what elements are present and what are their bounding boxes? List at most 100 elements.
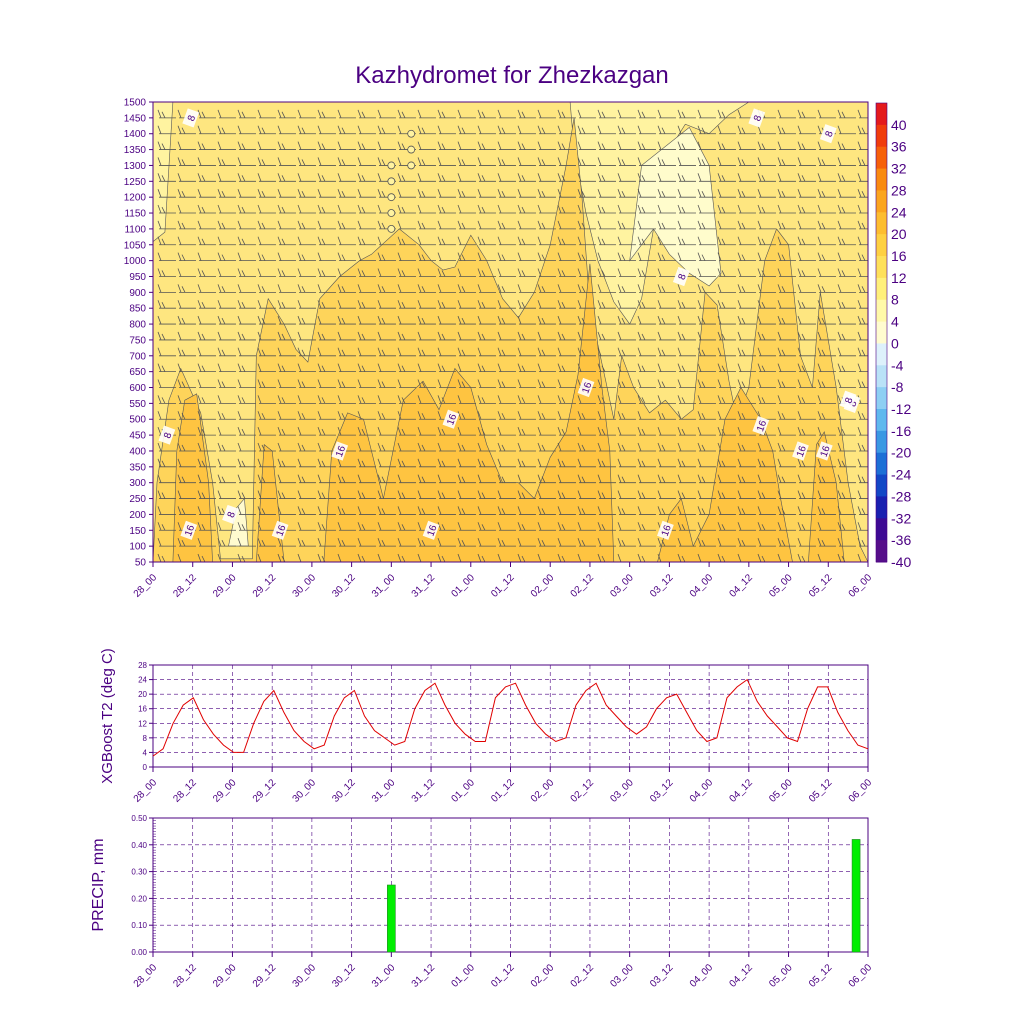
colorbar-box (876, 474, 887, 497)
t2-x-tick-label: 02_12 (569, 777, 597, 805)
xsec-x-tick-label: 03_12 (648, 572, 676, 600)
t2-x-tick-label: 29_12 (251, 777, 279, 805)
colorbar-label: -24 (891, 467, 911, 483)
t2-y-tick-label: 0 (143, 763, 148, 772)
xsec-x-tick-label: 29_12 (251, 572, 279, 600)
colorbar-label: -32 (891, 510, 911, 526)
xsec-y-tick-label: 450 (129, 431, 146, 442)
t2-x-tick-label: 04_12 (728, 777, 756, 805)
colorbar-box (876, 277, 887, 301)
contour-label: 16 (795, 444, 809, 459)
precip-y-tick-label: 0.20 (131, 894, 147, 903)
colorbar-label: 32 (891, 161, 907, 177)
xsec-y-tick-label: 1400 (124, 129, 147, 140)
t2-y-tick-label: 20 (138, 690, 147, 699)
colorbar-box (876, 387, 887, 410)
xsec-y-tick-label: 250 (129, 494, 146, 505)
precip-x-tick-label: 31_00 (370, 962, 398, 990)
xsec-y-tick-label: 750 (129, 335, 146, 346)
xsec-y-tick-label: 50 (135, 558, 147, 569)
xsec-y-tick-label: 200 (129, 510, 146, 521)
colorbar-box (876, 168, 887, 191)
t2-series-line (152, 678, 869, 757)
contour-label: 8 (847, 399, 859, 408)
xsec-y-tick-label: 550 (129, 399, 146, 410)
xsec-x-tick-label: 30_12 (330, 572, 358, 600)
xsec-x-tick-label: 02_12 (569, 572, 597, 600)
precip-x-tick-label: 03_12 (648, 962, 676, 990)
colorbar-box (876, 518, 887, 541)
t2-x-tick-label: 03_12 (648, 777, 676, 805)
t2-y-tick-label: 8 (143, 734, 148, 743)
xsec-y-tick-label: 800 (129, 320, 146, 331)
t2-y-tick-label: 4 (143, 748, 148, 757)
t2-y-tick-label: 12 (138, 719, 147, 728)
colorbar-box (876, 321, 887, 344)
t2-x-tick-label: 05_00 (767, 777, 795, 805)
colorbar-box (876, 212, 887, 235)
colorbar-label: -40 (891, 554, 911, 570)
xsec-x-tick-label: 05_12 (807, 572, 835, 600)
precip-x-tick-label: 29_12 (251, 962, 279, 990)
colorbar-label: -36 (891, 532, 911, 548)
xsec-x-tick-label: 06_00 (847, 572, 875, 600)
chart-title: Kazhydromet for Zhezkazgan (355, 62, 669, 89)
precip-y-tick-label: 0.00 (131, 948, 147, 957)
fill-level-16-a (172, 393, 213, 562)
precip-panel: 0.00 0.10 0.20 0.30 0.40 0.50 28_00 28_12 29_00 2… (90, 814, 874, 990)
contour-label: 16 (819, 444, 833, 459)
t2-x-tick-label: 31_12 (410, 777, 438, 805)
xsec-y-tick-label: 1050 (124, 240, 147, 251)
xsec-y-tick-label: 350 (129, 462, 146, 473)
xsec-y-tick-label: 150 (129, 526, 146, 537)
calm-wind-3 (387, 177, 396, 186)
colorbar-box (876, 124, 887, 148)
colorbar-box (876, 496, 887, 519)
precip-bar (851, 839, 861, 953)
colorbar-box (876, 190, 887, 213)
contour-label: 16 (580, 380, 594, 395)
colorbar-box (876, 299, 887, 323)
xsec-y-tick-label: 650 (129, 367, 146, 378)
t2-x-tick-label: 01_12 (489, 777, 517, 805)
colorbar-box (876, 430, 887, 454)
colorbar-label: -12 (891, 401, 911, 417)
contour-label: 16 (660, 523, 674, 538)
xsec-x-tick-label: 04_12 (728, 572, 756, 600)
contour-label: 8 (162, 431, 174, 440)
colorbar-label: -8 (891, 379, 904, 395)
colorbar-label: -16 (891, 423, 911, 439)
colorbar: 4036322824201612840-4-8-12-16-20-24-28-3… (875, 102, 911, 570)
t2-x-tick-label: 06_00 (847, 777, 875, 805)
precip-x-tick-label: 06_00 (847, 962, 875, 990)
t2-x-tick-label: 02_00 (529, 777, 557, 805)
calm-wind-7 (407, 129, 416, 138)
colorbar-box (876, 540, 887, 563)
colorbar-box (876, 343, 887, 366)
calm-wind-0 (387, 224, 396, 233)
calm-wind-1 (387, 209, 396, 217)
colorbar-label: -20 (891, 445, 911, 461)
colorbar-box (876, 103, 887, 126)
xsec-y-tick-label: 950 (129, 272, 146, 283)
t2-x-tick-label: 30_12 (330, 777, 358, 805)
precip-x-tick-label: 01_00 (449, 962, 477, 990)
contour-label: 16 (334, 444, 348, 459)
t2-x-tick-label: 03_00 (608, 777, 636, 805)
contour-label: 16 (274, 523, 288, 538)
colorbar-box (876, 365, 887, 388)
contour-label: 16 (445, 412, 459, 427)
xsec-x-tick-label: 01_12 (489, 572, 517, 600)
colorbar-box (876, 146, 887, 170)
precip-bar (387, 884, 396, 953)
precip-x-tick-label: 30_00 (291, 962, 319, 990)
xsec-x-tick-label: 04_00 (688, 572, 716, 600)
t2-x-tick-label: 04_00 (688, 777, 716, 805)
t2-x-tick-label: 28_12 (171, 777, 199, 805)
xsec-x-tick-label: 30_00 (291, 572, 319, 600)
xsec-y-tick-label: 1450 (124, 113, 147, 124)
t2-y-tick-label: 16 (138, 705, 147, 714)
t2-y-tick-label: 24 (138, 676, 147, 685)
xsec-x-tick-label: 31_12 (410, 572, 438, 600)
